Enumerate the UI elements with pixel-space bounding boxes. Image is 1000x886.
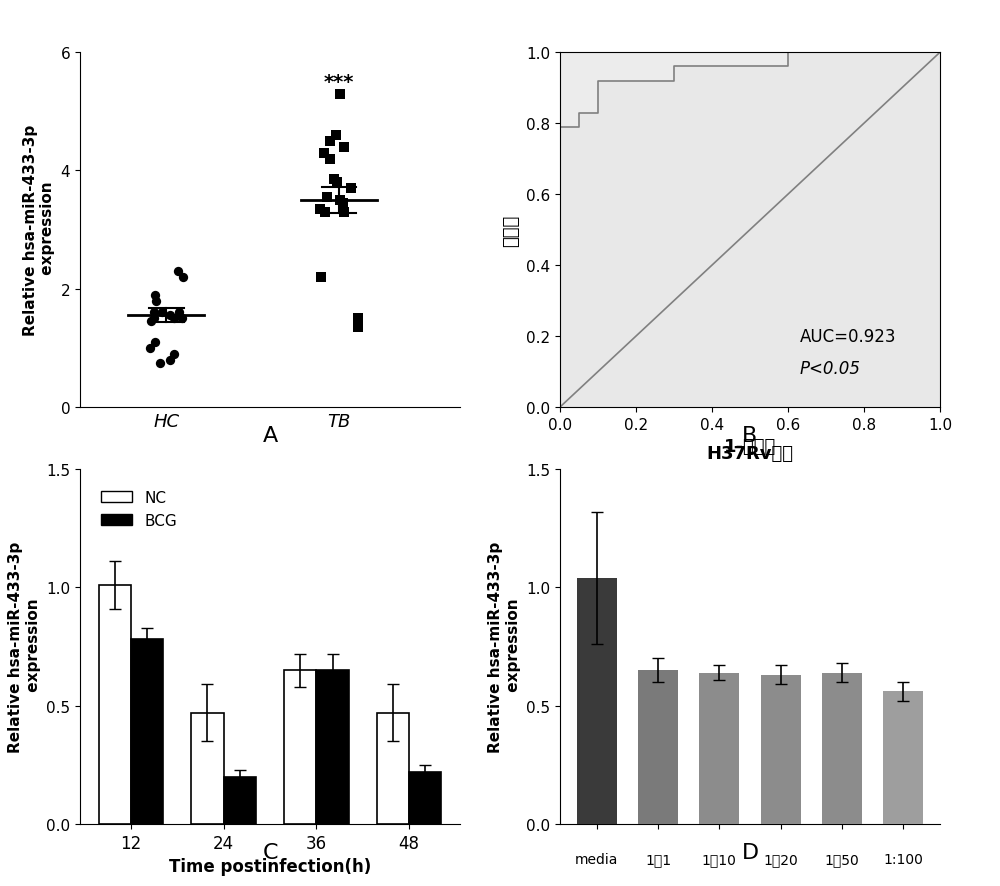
Point — [332, 194, 348, 208]
Y-axis label: Relative hsa-miR-433-3p
 expression: Relative hsa-miR-433-3p expression — [8, 541, 41, 752]
Point — [312, 203, 328, 217]
Point — [147, 288, 163, 302]
Point — [142, 341, 158, 355]
Text: 1：10: 1：10 — [702, 852, 737, 867]
Text: 1：20: 1：20 — [763, 852, 798, 867]
Text: 1：50: 1：50 — [825, 852, 859, 867]
Point — [336, 141, 352, 155]
Point — [317, 206, 333, 220]
Point — [166, 347, 182, 361]
Text: A: A — [262, 425, 278, 446]
Y-axis label: Relative hsa-miR-433-3p
 expression: Relative hsa-miR-433-3p expression — [23, 125, 55, 336]
Bar — [883, 692, 923, 824]
Bar — [377, 713, 409, 824]
Point — [319, 190, 335, 205]
Bar — [99, 586, 131, 824]
Point — [147, 336, 163, 350]
Text: media: media — [575, 852, 618, 867]
Point — [316, 146, 332, 160]
Bar — [284, 671, 316, 824]
Bar — [316, 671, 349, 824]
Text: B: B — [742, 425, 758, 446]
Point — [329, 176, 345, 190]
Point — [336, 206, 352, 220]
Text: 1:100: 1:100 — [883, 852, 923, 867]
Bar — [131, 640, 163, 824]
Point — [322, 135, 338, 149]
Point — [143, 315, 159, 329]
Point — [328, 128, 344, 143]
Point — [152, 356, 168, 370]
Point — [313, 270, 329, 284]
Text: ***: *** — [324, 73, 354, 91]
Point — [162, 309, 178, 323]
Point — [350, 312, 366, 326]
Bar — [577, 579, 617, 824]
Point — [350, 321, 366, 335]
Point — [174, 312, 190, 326]
Point — [146, 312, 162, 326]
Point — [343, 182, 359, 196]
Bar — [409, 772, 441, 824]
Point — [326, 173, 342, 187]
Bar — [224, 777, 256, 824]
Text: P<0.05: P<0.05 — [799, 360, 860, 377]
Bar — [699, 672, 739, 824]
Y-axis label: Relative hsa-miR-433-3p
 expression: Relative hsa-miR-433-3p expression — [488, 541, 521, 752]
Point — [146, 306, 162, 320]
Title: H37Rv梯度: H37Rv梯度 — [706, 445, 794, 462]
Y-axis label: 敏感度: 敏感度 — [502, 214, 520, 246]
X-axis label: Time postinfection(h): Time postinfection(h) — [169, 858, 371, 875]
Bar — [638, 671, 678, 824]
Bar — [761, 675, 801, 824]
Point — [322, 152, 338, 167]
Bar — [822, 672, 862, 824]
Text: *: * — [235, 781, 244, 799]
Text: AUC=0.923: AUC=0.923 — [799, 328, 896, 346]
X-axis label: 1-特异性: 1-特异性 — [724, 438, 776, 455]
Point — [335, 197, 351, 211]
Text: 1：1: 1：1 — [645, 852, 671, 867]
Legend: NC, BCG: NC, BCG — [95, 485, 183, 534]
Point — [170, 265, 186, 279]
Point — [162, 354, 178, 368]
Point — [171, 306, 187, 320]
Text: D: D — [741, 842, 759, 862]
Point — [148, 294, 164, 308]
Bar — [191, 713, 224, 824]
Point — [332, 88, 348, 102]
Text: C: C — [262, 842, 278, 862]
Point — [154, 306, 170, 320]
Point — [175, 270, 191, 284]
Point — [166, 312, 182, 326]
